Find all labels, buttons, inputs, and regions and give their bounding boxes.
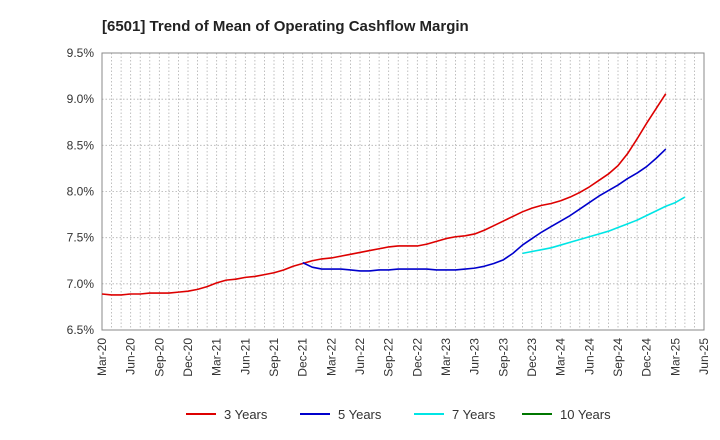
series-line [522,196,686,255]
x-tick-label: Dec-24 [640,338,654,377]
x-tick-label: Mar-20 [95,338,109,376]
series-line [302,148,667,272]
x-tick-label: Dec-21 [296,338,310,377]
chart-title: [6501] Trend of Mean of Operating Cashfl… [102,18,469,35]
legend-label: 3 Years [224,407,268,422]
x-tick-label: Mar-25 [668,338,682,376]
legend-label: 10 Years [560,407,611,422]
x-tick-label: Sep-21 [267,338,281,377]
legend-item: 5 Years [300,407,382,422]
y-tick-label: 7.0% [67,277,95,291]
plot-frame [101,52,705,331]
x-tick-label: Dec-22 [410,338,424,377]
x-tick-label: Sep-20 [152,338,166,377]
legend: 3 Years 5 Years 7 Years 10 Years [186,407,611,422]
series-line [101,93,667,296]
y-tick-label: 7.5% [67,231,95,245]
legend-item: 10 Years [522,407,611,422]
x-tick-label: Jun-21 [238,338,252,375]
y-tick-label: 8.0% [67,185,95,199]
y-tick-label: 6.5% [67,323,95,337]
legend-item: 7 Years [414,407,496,422]
x-tick-label: Jun-22 [353,338,367,375]
x-axis-ticks: Mar-20 Jun-20 Sep-20 Dec-20 Mar-21 Jun-21 Sep-… [95,338,711,377]
x-tick-label: Dec-23 [525,338,539,377]
legend-label: 7 Years [452,407,496,422]
x-tick-label: Dec-20 [181,338,195,377]
legend-item: 3 Years [186,407,268,422]
x-tick-label: Sep-23 [496,338,510,377]
legend-label: 5 Years [338,407,382,422]
grid [102,52,704,331]
x-tick-label: Sep-22 [382,338,396,377]
y-tick-label: 8.5% [67,138,95,152]
x-tick-label: Jun-20 [124,338,138,375]
series-lines [101,93,686,296]
x-tick-label: Sep-24 [611,338,625,377]
x-tick-label: Jun-23 [468,338,482,375]
x-tick-label: Jun-25 [697,338,711,375]
x-tick-label: Mar-24 [554,338,568,376]
x-tick-label: Mar-22 [324,338,338,376]
y-tick-label: 9.0% [67,92,95,106]
x-tick-label: Mar-21 [210,338,224,376]
y-axis-ticks: 6.5% 7.0% 7.5% 8.0% 8.5% 9.0% 9.5% [67,46,95,337]
y-tick-label: 9.5% [67,46,95,60]
x-tick-label: Mar-23 [439,338,453,376]
x-tick-label: Jun-24 [582,338,596,375]
